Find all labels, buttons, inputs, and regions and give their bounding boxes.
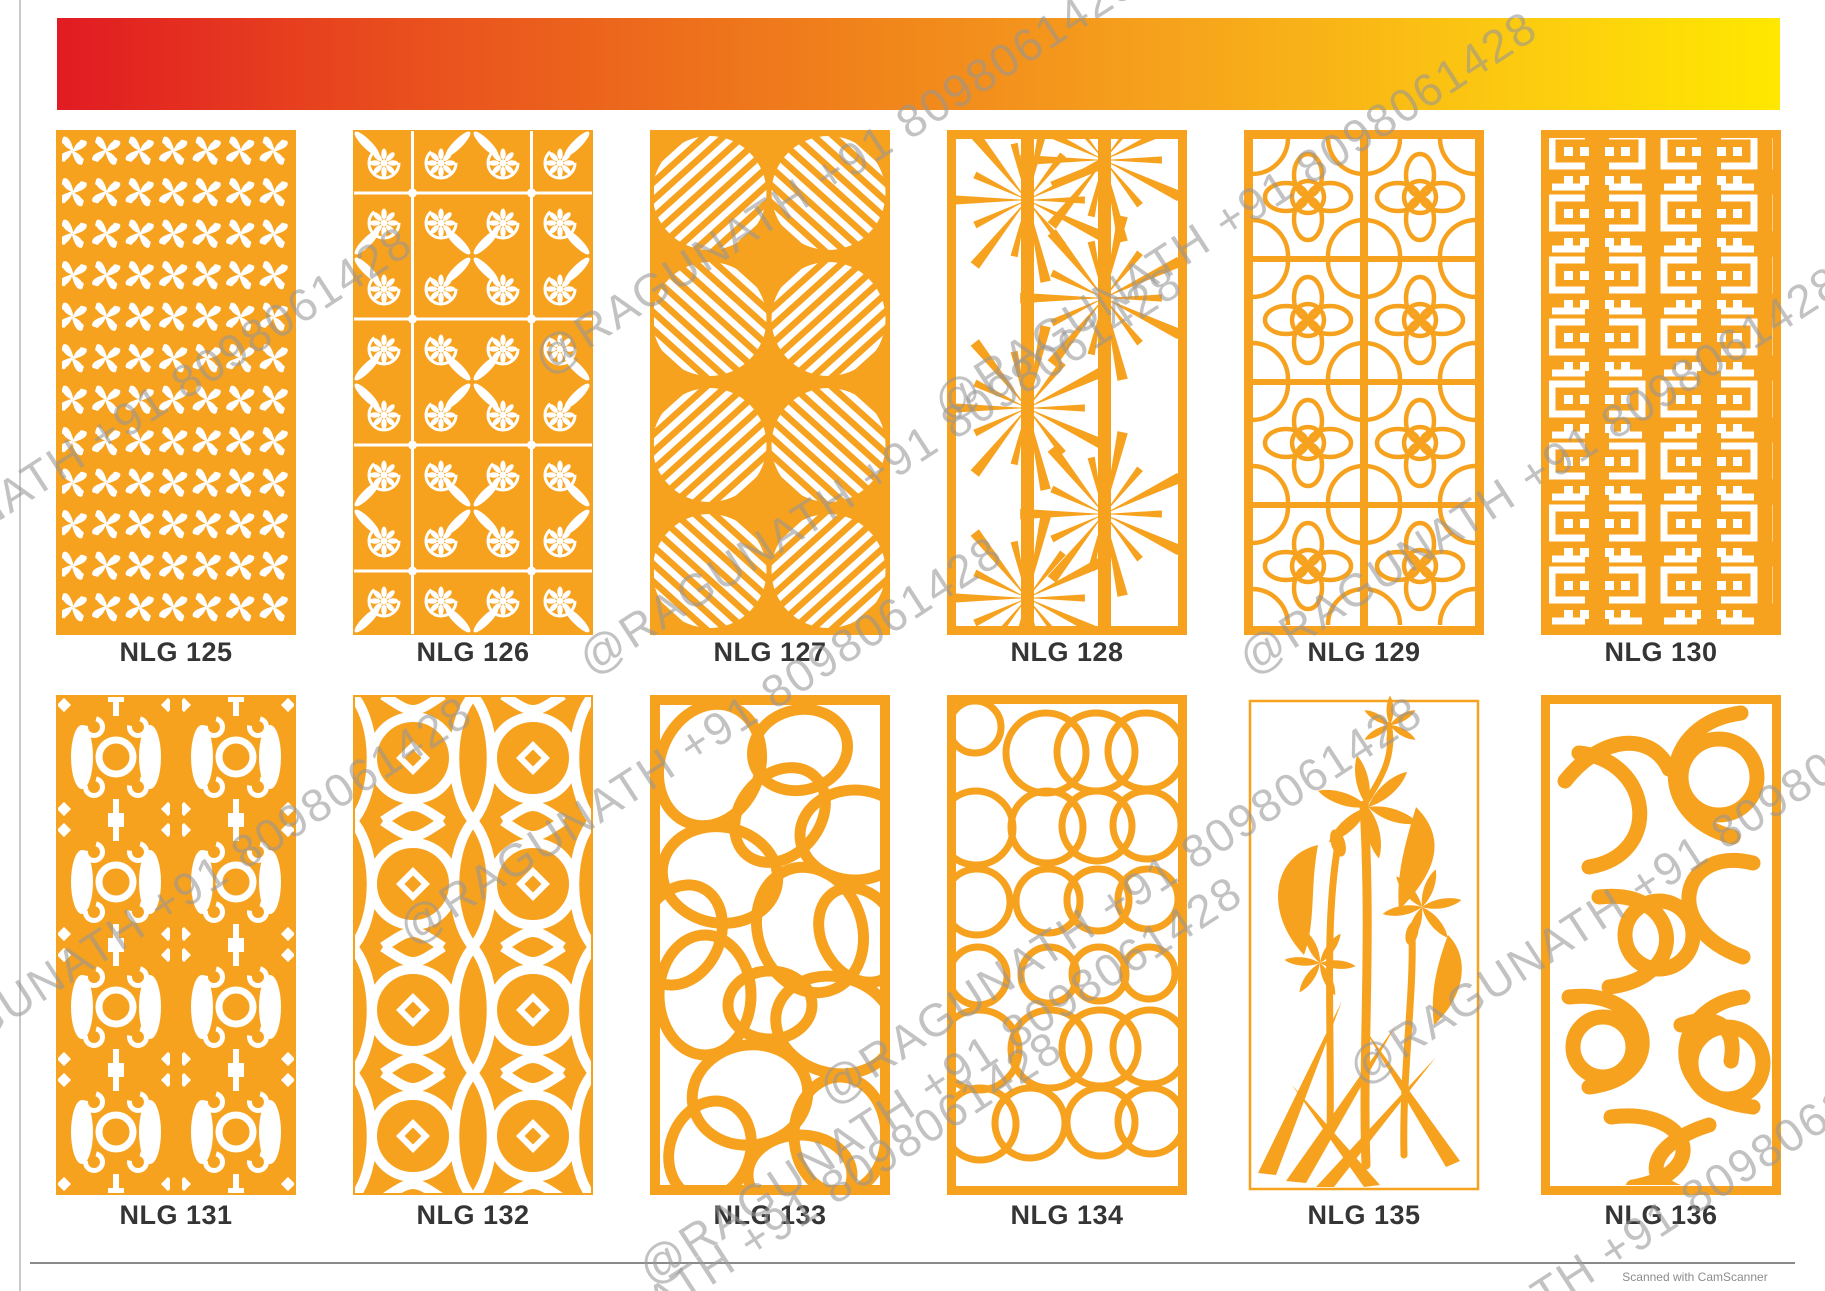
- panel-nlg-130: [1541, 130, 1781, 635]
- panel-nlg-134: [947, 695, 1187, 1195]
- gradient-header-bar: [57, 18, 1780, 110]
- panel-label: NLG 126: [416, 637, 530, 667]
- panel-label: NLG 130: [1604, 637, 1718, 667]
- panel-nlg-125: [56, 130, 296, 635]
- panel-nlg-131: [56, 695, 296, 1195]
- panel-label: NLG 136: [1604, 1200, 1718, 1230]
- pattern-triangle-bursts: [947, 130, 1187, 635]
- pattern-botanical-silhouette: [1244, 695, 1484, 1195]
- pattern-key-fret: [1541, 130, 1781, 635]
- panel-nlg-128: [947, 130, 1187, 635]
- panel-nlg-136: [1541, 695, 1781, 1195]
- pattern-scroll-columns: [56, 695, 296, 1195]
- pattern-ogee-lattice: [353, 695, 593, 1195]
- panel-label: NLG 134: [1010, 1200, 1124, 1230]
- panel-label: NLG 135: [1307, 1200, 1421, 1230]
- pattern-floral-grid: [56, 130, 296, 635]
- panel-nlg-127: [650, 130, 890, 635]
- panel-nlg-126: [353, 130, 593, 635]
- panel-label: NLG 128: [1010, 637, 1124, 667]
- panel-label: NLG 133: [713, 1200, 827, 1230]
- scan-edge-line: [19, 0, 21, 1291]
- panel-label: NLG 129: [1307, 637, 1421, 667]
- scan-app-note: Scanned with CamScanner: [1622, 1270, 1768, 1284]
- pattern-striped-spheres: [650, 130, 890, 635]
- pattern-organic-curves: [1541, 695, 1781, 1195]
- panel-label: NLG 127: [713, 637, 827, 667]
- bottom-divider: [30, 1262, 1795, 1264]
- panel-nlg-133: [650, 695, 890, 1195]
- panel-label: NLG 125: [119, 637, 233, 667]
- pattern-palmette-tiles: [353, 130, 593, 635]
- panel-nlg-132: [353, 695, 593, 1195]
- pattern-small-circles: [947, 695, 1187, 1195]
- panel-nlg-135: [1244, 695, 1484, 1195]
- pattern-large-circles: [650, 695, 890, 1195]
- panel-label: NLG 131: [119, 1200, 233, 1230]
- panel-nlg-129: [1244, 130, 1484, 635]
- panel-label: NLG 132: [416, 1200, 530, 1230]
- pattern-quatrefoil-frames: [1244, 130, 1484, 635]
